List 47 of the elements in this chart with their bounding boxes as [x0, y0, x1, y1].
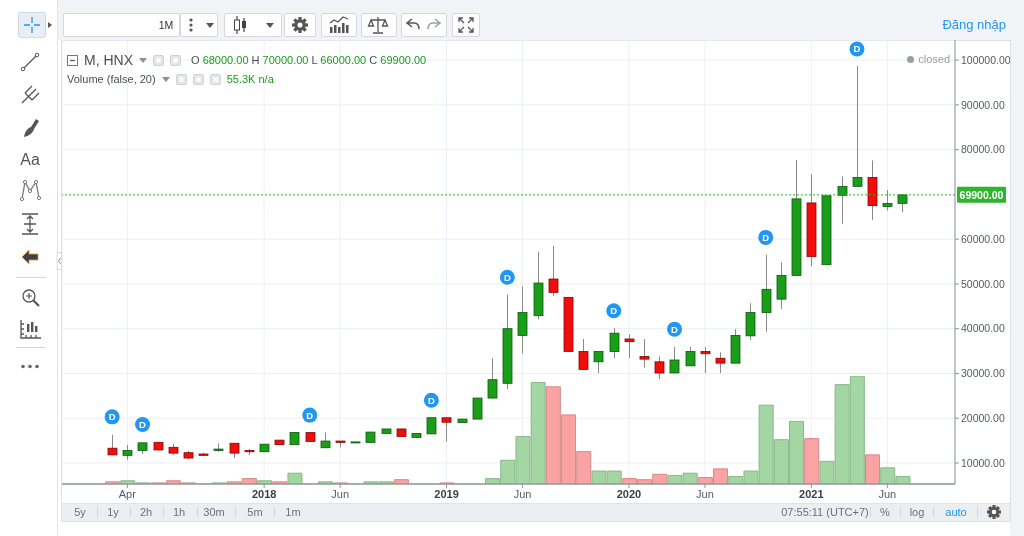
text: % [880, 506, 890, 518]
y-tick-label: 10000.00 [961, 456, 1005, 469]
text: auto [945, 506, 967, 518]
text: M, HNX [84, 52, 133, 68]
y-tick-label: 80000.00 [961, 143, 1005, 156]
text: 5y [74, 506, 86, 518]
text: 1y [107, 506, 119, 518]
x-tick-label: 2019 [434, 487, 459, 500]
y-tick-label: 100000.00 [961, 53, 1011, 66]
y-tick-label: 50000.00 [961, 277, 1005, 290]
annotation: D [139, 418, 147, 430]
text: Đăng nhập [942, 17, 1006, 32]
text: 1m [285, 506, 301, 518]
y-tick-label: 30000.00 [961, 367, 1005, 380]
x-tick-label: Jun [513, 487, 532, 500]
text: log [909, 506, 925, 518]
text: 1h [172, 506, 186, 518]
text: Aa [20, 151, 40, 169]
annotation: O 68000.00 H 70000.00 L 66000.00 C 69900.00 [191, 54, 427, 66]
x-tick-label: Jun [696, 487, 714, 500]
chart-title: Volume (false, 20) [67, 73, 156, 85]
annotation: D [503, 271, 511, 283]
x-tick-label: Jun [878, 487, 897, 500]
annotation: D [610, 305, 618, 317]
annotation: D [671, 323, 679, 335]
x-tick-label: 2020 [616, 487, 642, 500]
y-tick-label: 40000.00 [961, 322, 1005, 335]
x-tick-label: 2018 [251, 487, 277, 500]
y-tick-label: 90000.00 [961, 98, 1005, 111]
y-tick-label: 20000.00 [961, 411, 1005, 424]
text: 07:55:11 (UTC+7) [781, 506, 869, 518]
x-tick-label: Jun [331, 487, 350, 500]
annotation: 55.3K n/a [226, 73, 274, 85]
annotation: D [306, 409, 314, 421]
annotation: D [853, 43, 861, 55]
x-tick-label: 2021 [799, 487, 824, 500]
x-tick-label: Apr [118, 487, 137, 500]
annotation: D [108, 411, 116, 423]
text: 1M [158, 19, 174, 31]
text: 2h [139, 506, 153, 518]
y-tick-label: 60000.00 [961, 232, 1005, 245]
annotation: D [762, 231, 770, 243]
text: 30m [203, 506, 225, 518]
ref-line-label: 69900.00 [959, 188, 1004, 201]
annotation: D [427, 394, 435, 406]
annotation: closed [918, 53, 950, 65]
text: 5m [247, 506, 263, 518]
